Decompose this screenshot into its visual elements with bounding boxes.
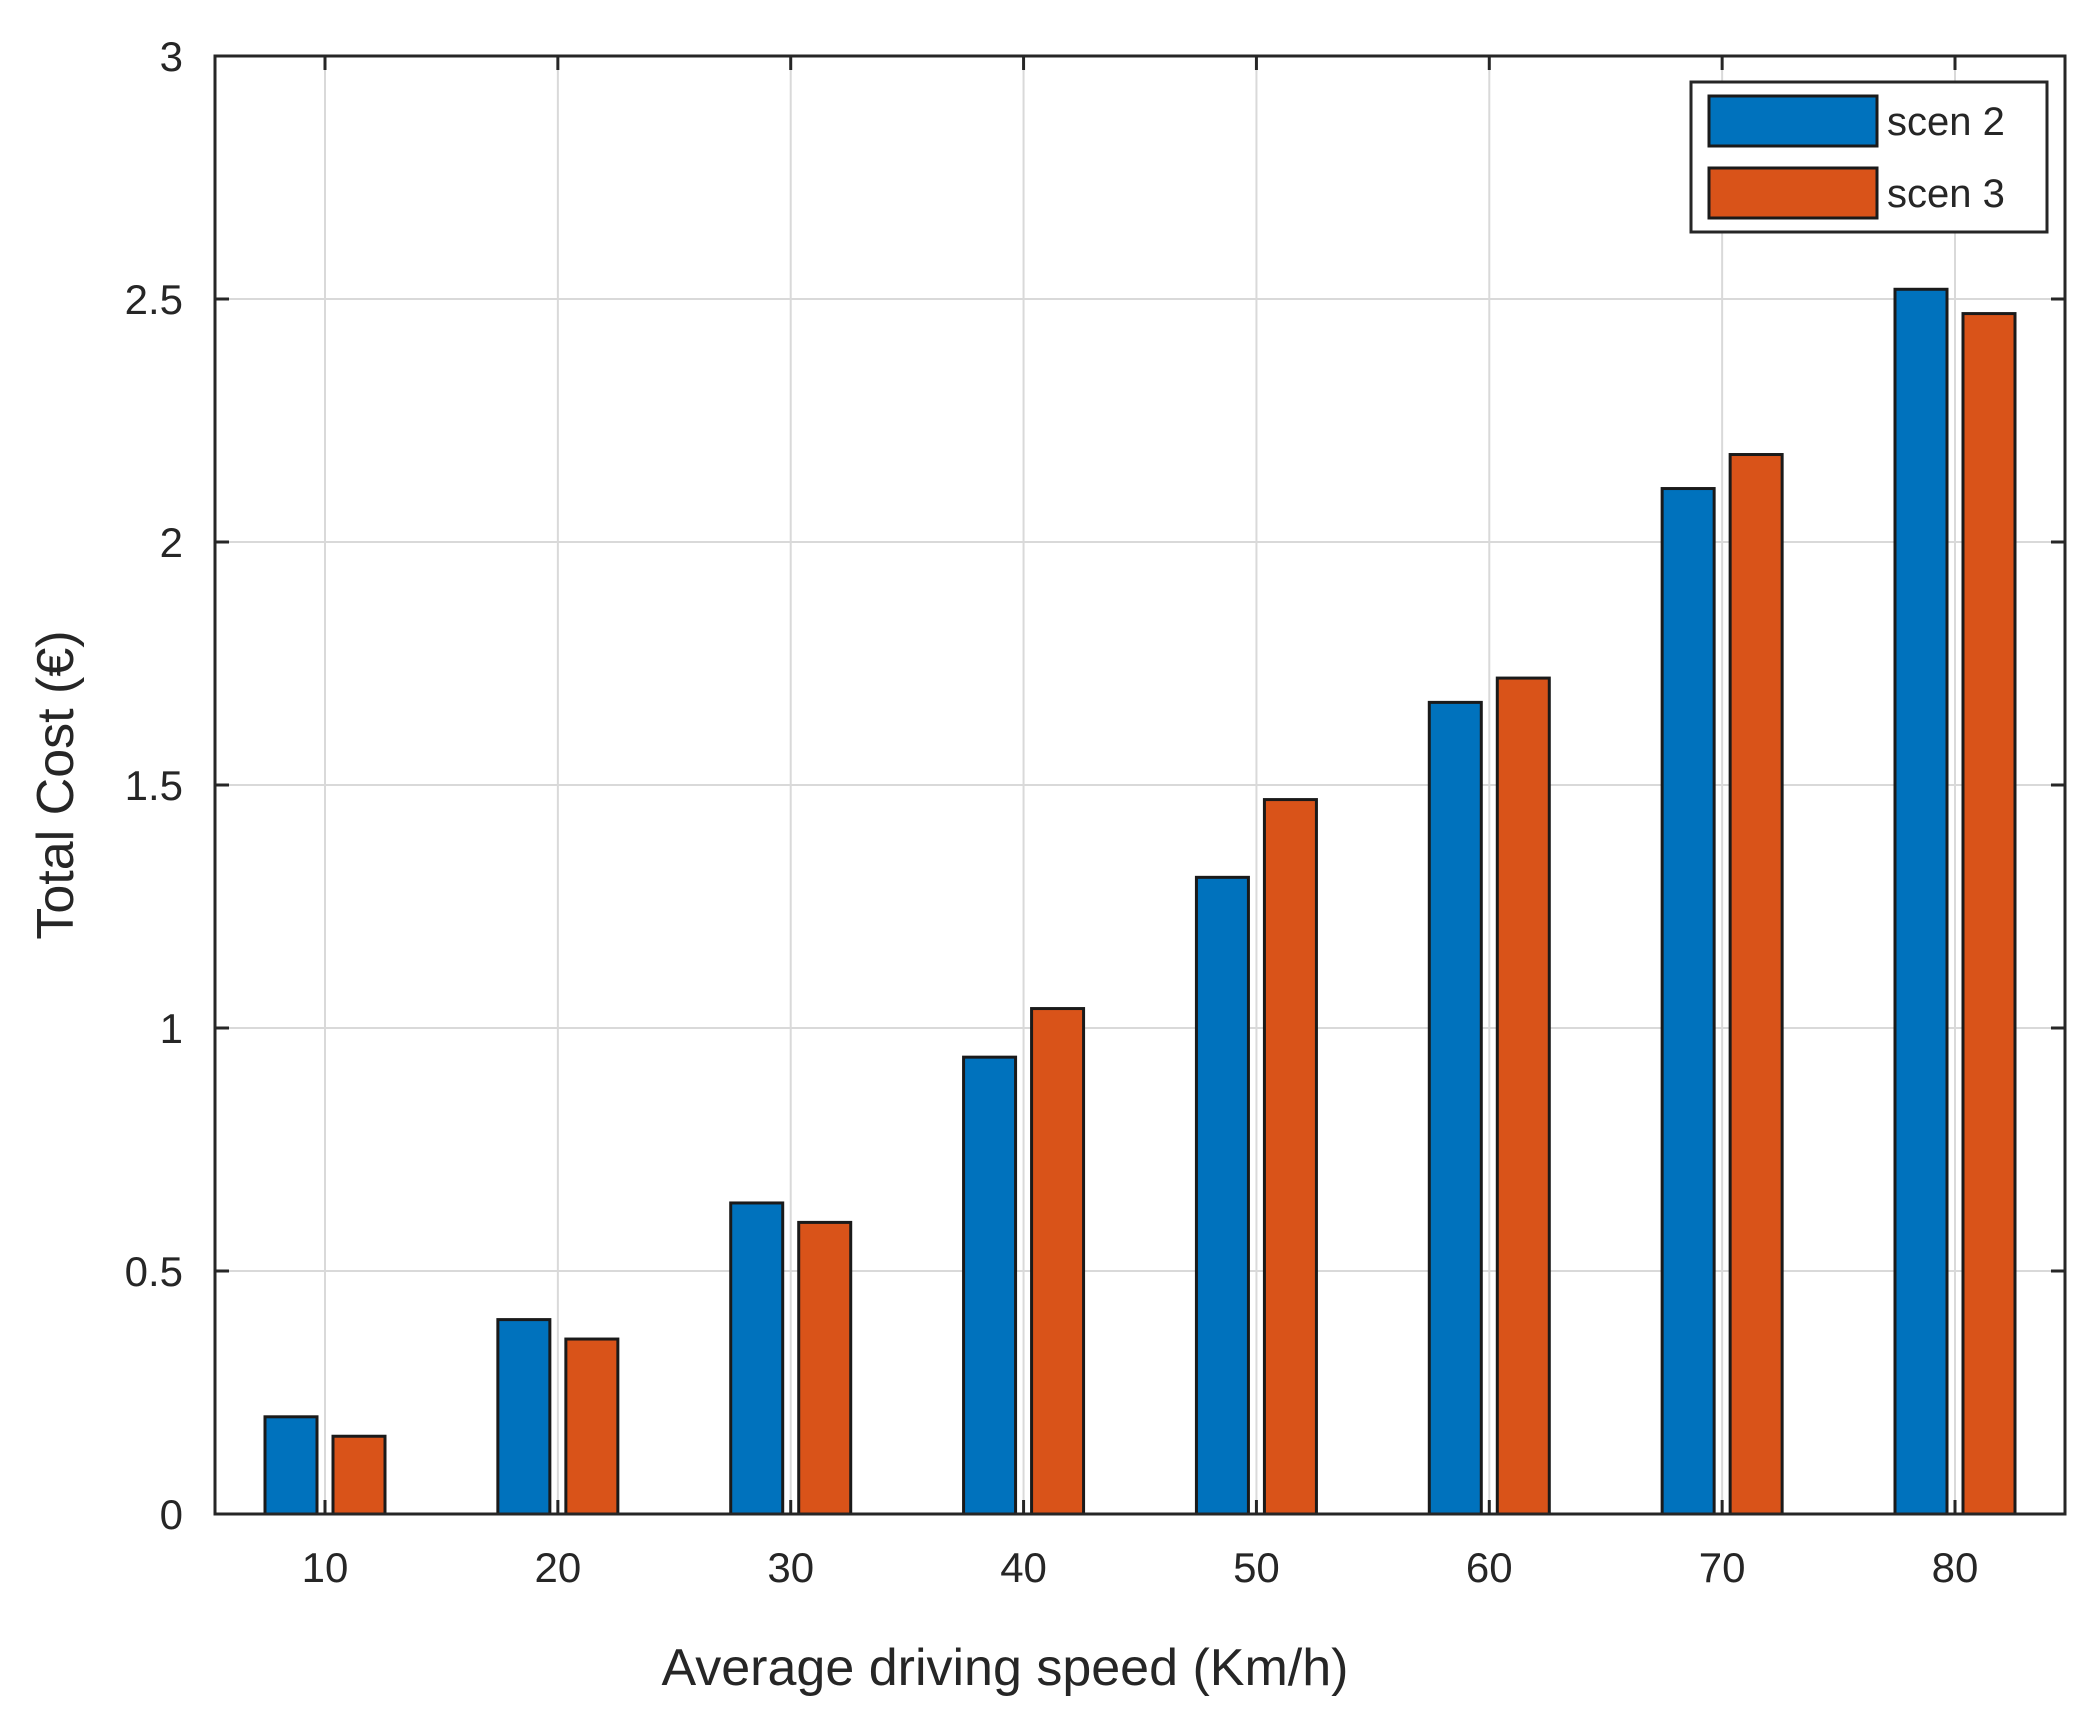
y-tick-label: 0.5: [125, 1248, 183, 1295]
bar-scen-2-60: [1427, 700, 1483, 1516]
x-tick-label: 70: [1699, 1544, 1746, 1591]
y-tick-label: 2.5: [125, 276, 183, 323]
bars: [263, 287, 2017, 1516]
x-tick-label: 80: [1932, 1544, 1979, 1591]
x-tick-label: 10: [302, 1544, 349, 1591]
legend-swatch-scen-2: [1707, 94, 1879, 148]
y-tick-label: 1.5: [125, 762, 183, 809]
y-tick-label: 1: [160, 1005, 183, 1052]
x-tick-label: 20: [534, 1544, 581, 1591]
x-tick-label: 50: [1233, 1544, 1280, 1591]
bar-scen-3-80: [1961, 312, 2017, 1516]
bar-scen-3-40: [1030, 1007, 1086, 1516]
bar-scen-3-20: [564, 1337, 620, 1516]
bar-scen-3-70: [1728, 453, 1784, 1516]
y-tick-labels: 0 0.5 1 1.5 2 2.5 3: [125, 33, 183, 1538]
bar-scen-2-30: [729, 1201, 785, 1516]
legend-label-scen-3: scen 3: [1887, 172, 2005, 216]
legend-label-scen-2: scen 2: [1887, 100, 2005, 144]
y-tick-label: 0: [160, 1491, 183, 1538]
y-tick-label: 2: [160, 519, 183, 566]
legend-swatch-scen-3: [1707, 166, 1879, 220]
y-tick-label: 3: [160, 33, 183, 80]
bar-scen-3-50: [1262, 798, 1318, 1516]
x-tick-labels: 10 20 30 40 50 60 70 80: [302, 1544, 1979, 1591]
y-axis-label: Total Cost (€): [27, 630, 85, 939]
legend: scen 2 scen 3: [1689, 80, 2049, 234]
x-tick-label: 30: [767, 1544, 814, 1591]
bar-scen-2-40: [962, 1055, 1018, 1516]
bar-scen-2-10: [263, 1415, 319, 1516]
x-axis-label: Average driving speed (Km/h): [662, 1639, 1349, 1697]
bar-scen-2-20: [496, 1318, 552, 1516]
tick-marks: [215, 54, 2065, 1516]
bar-scen-2-50: [1194, 875, 1250, 1516]
bar-scen-2-70: [1660, 487, 1716, 1516]
bar-scen-3-60: [1495, 676, 1551, 1516]
bar-scen-3-10: [331, 1434, 387, 1516]
bar-scen-2-80: [1893, 287, 1949, 1516]
x-tick-label: 40: [1000, 1544, 1047, 1591]
x-tick-label: 60: [1466, 1544, 1513, 1591]
bar-scen-3-30: [797, 1220, 853, 1516]
